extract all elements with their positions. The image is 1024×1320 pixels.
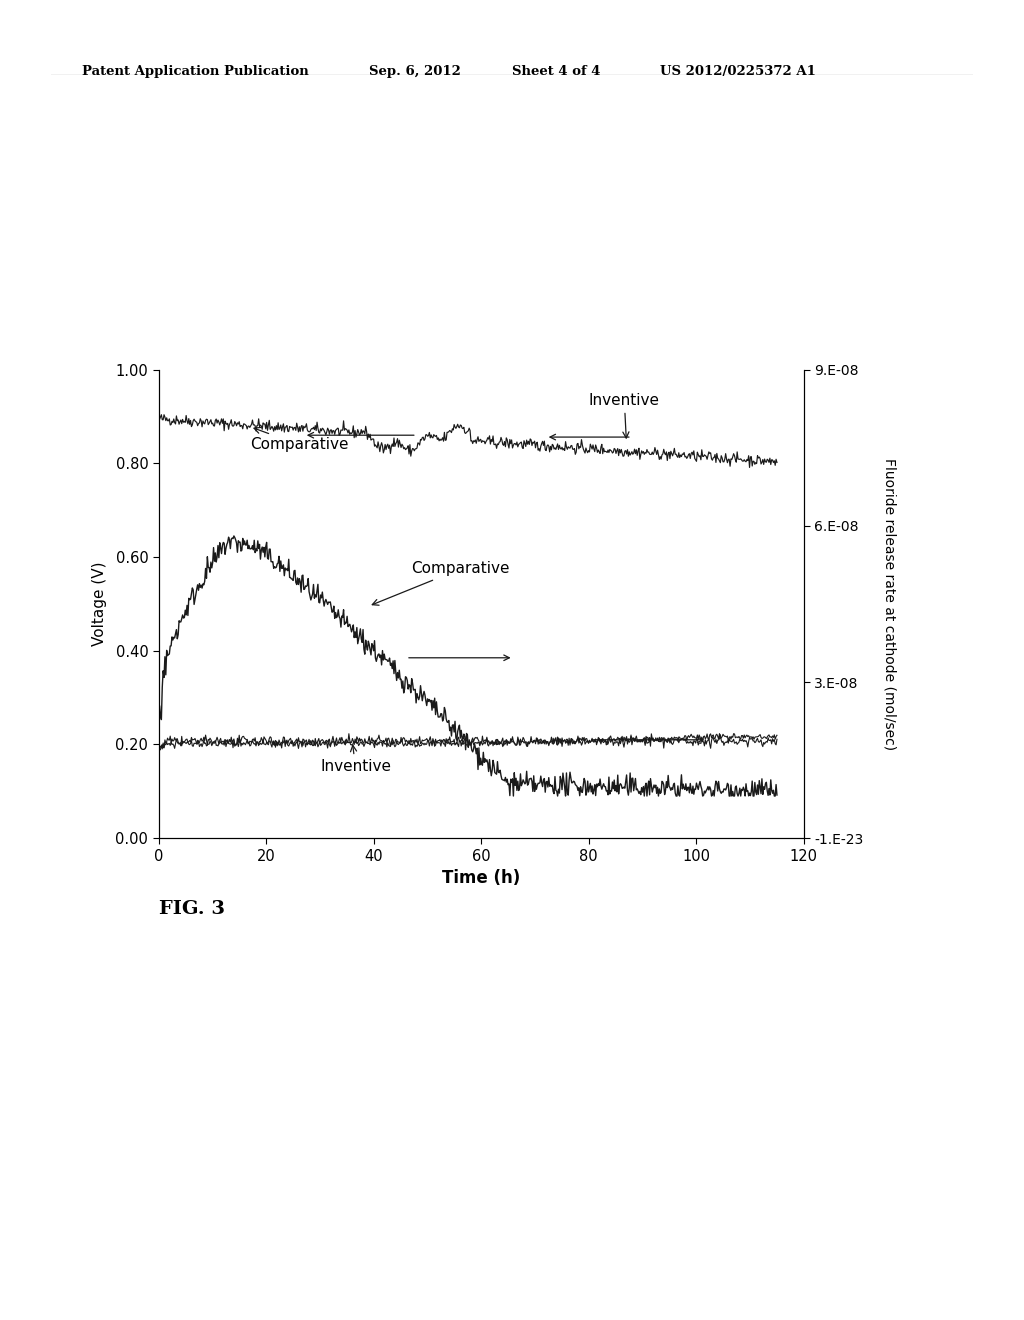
Text: Patent Application Publication: Patent Application Publication	[82, 65, 308, 78]
Text: Comparative: Comparative	[250, 428, 348, 453]
Text: FIG. 3: FIG. 3	[159, 900, 224, 919]
Text: Inventive: Inventive	[589, 393, 659, 438]
Text: Sheet 4 of 4: Sheet 4 of 4	[512, 65, 600, 78]
Y-axis label: Fluoride release rate at cathode (mol/sec): Fluoride release rate at cathode (mol/se…	[883, 458, 897, 750]
Text: Comparative: Comparative	[373, 561, 510, 605]
X-axis label: Time (h): Time (h)	[442, 869, 520, 887]
Text: US 2012/0225372 A1: US 2012/0225372 A1	[660, 65, 816, 78]
Text: Inventive: Inventive	[319, 746, 391, 775]
Text: Sep. 6, 2012: Sep. 6, 2012	[369, 65, 461, 78]
Y-axis label: Voltage (V): Voltage (V)	[92, 561, 108, 647]
